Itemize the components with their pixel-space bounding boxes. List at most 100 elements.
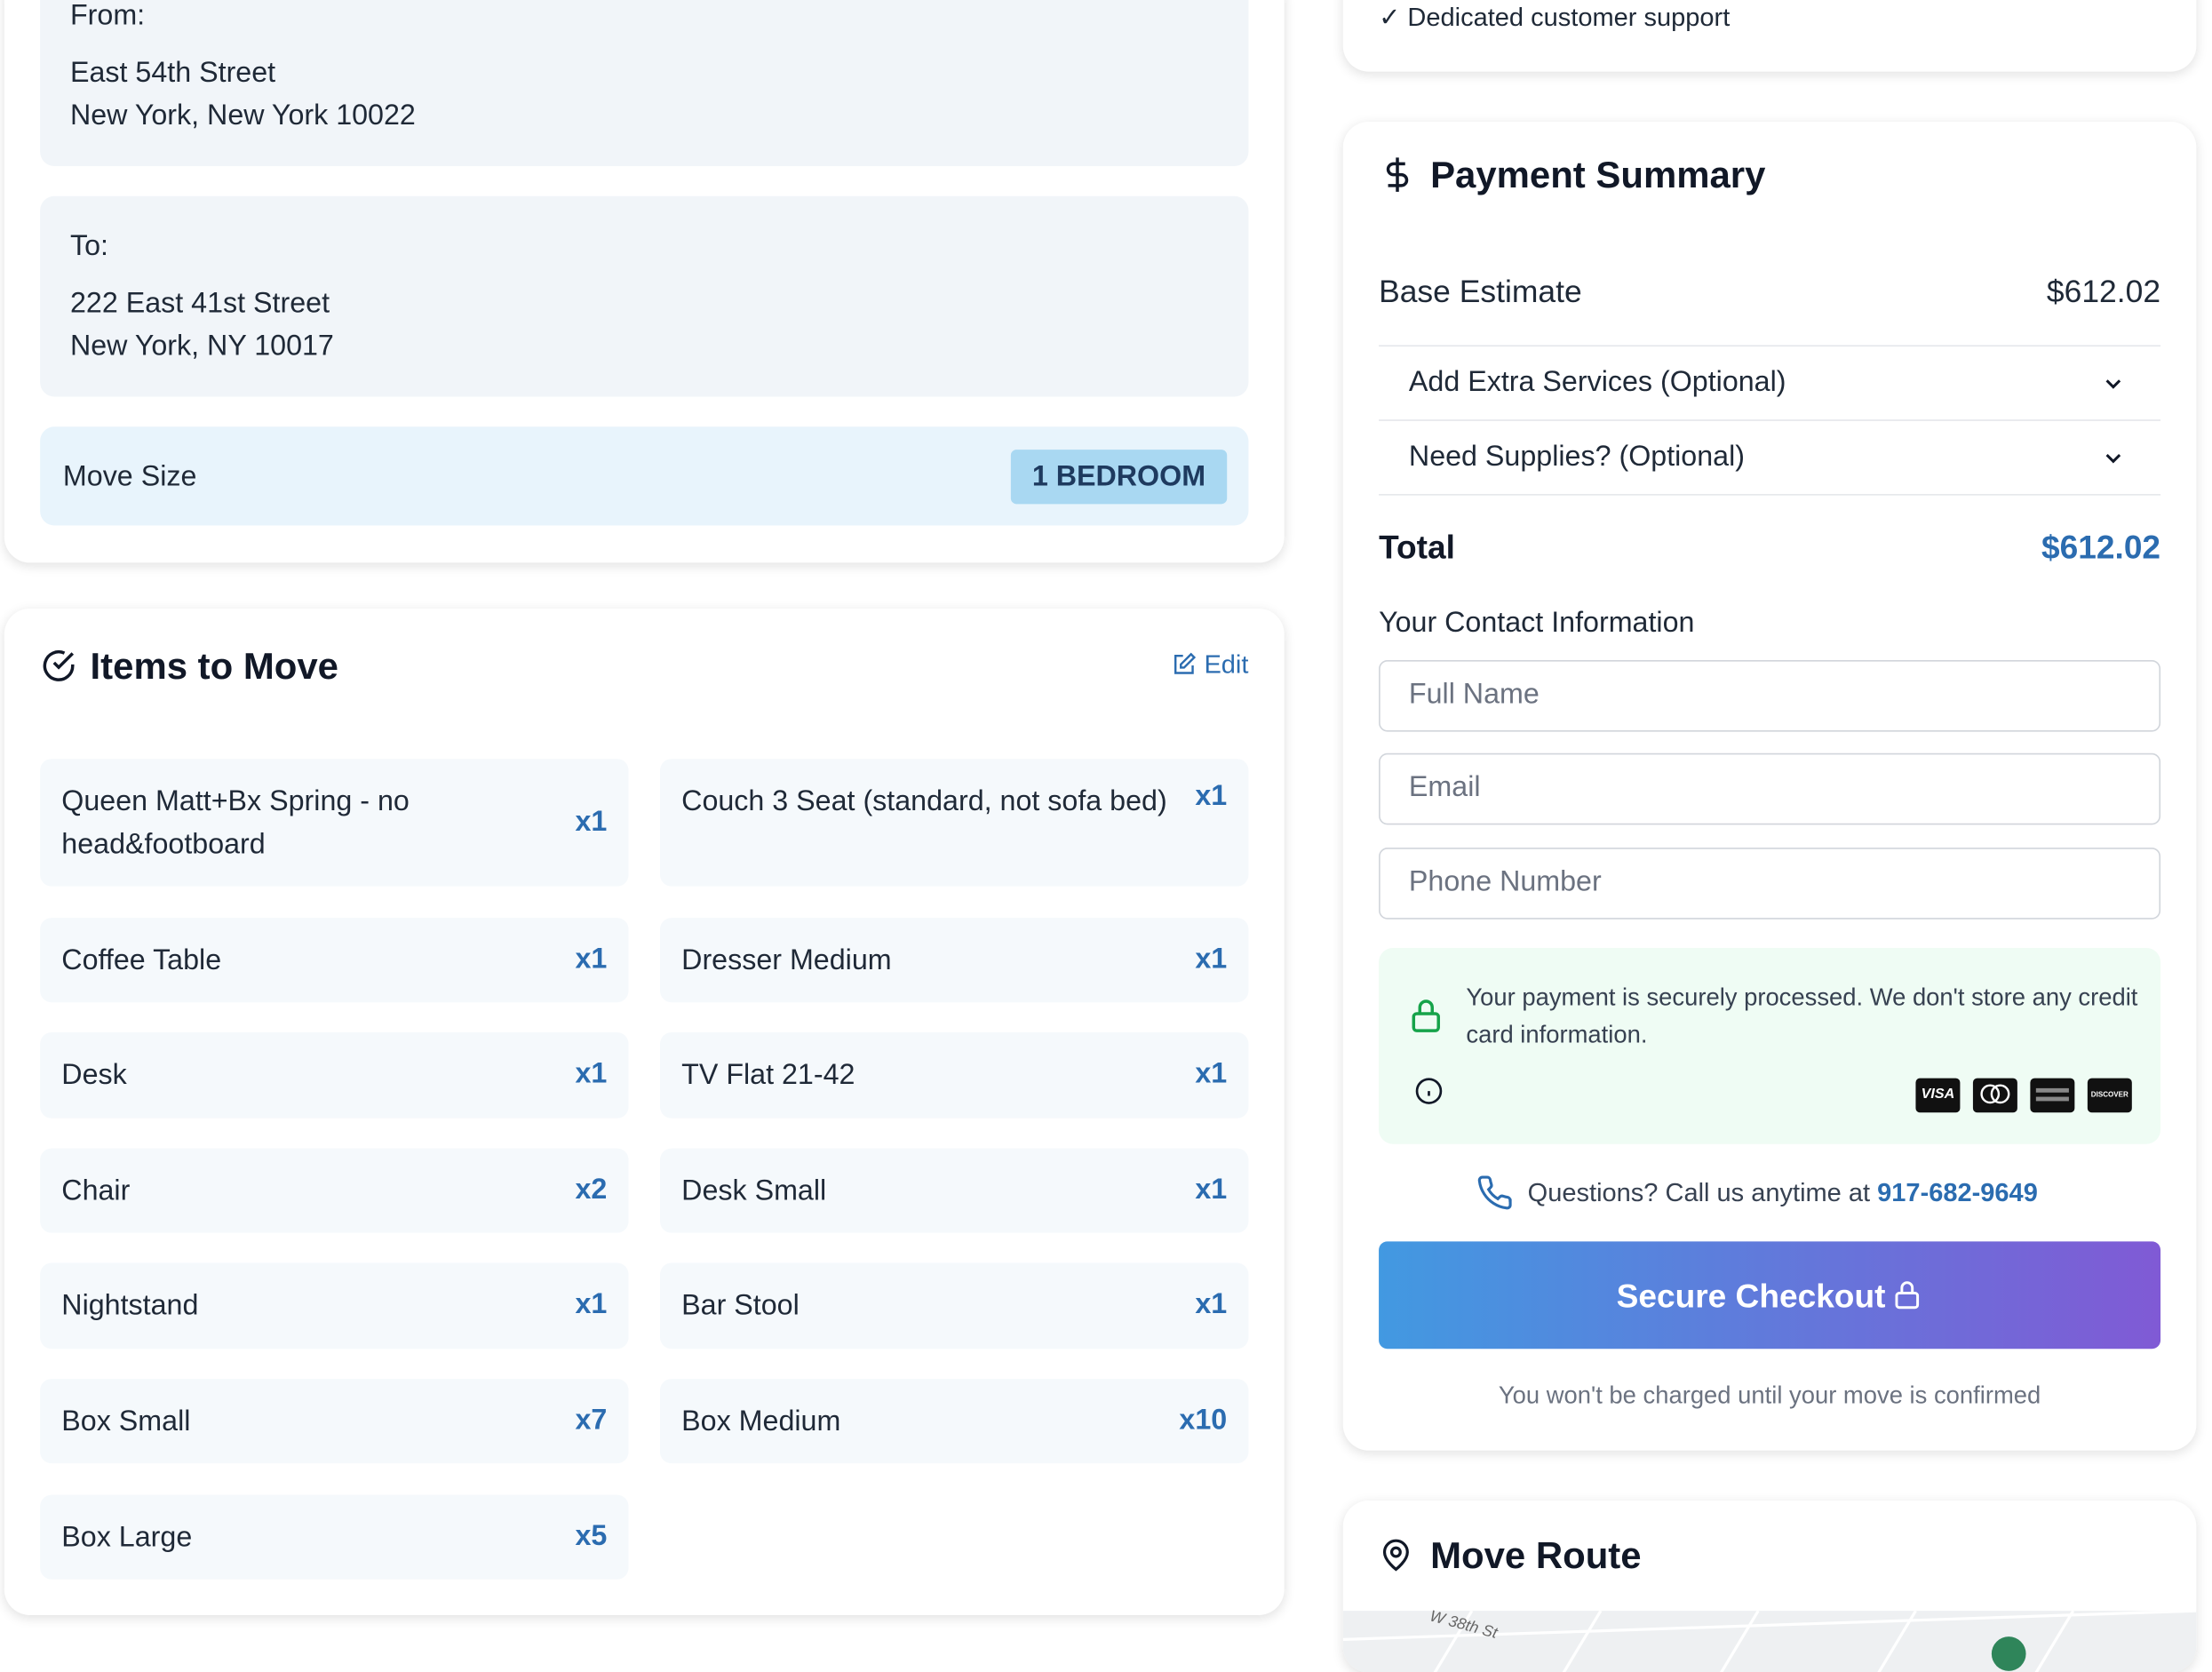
item-row: Bar Stool x1	[659, 1262, 1249, 1350]
item-name: Box Small	[61, 1405, 191, 1437]
questions-text: Questions? Call us anytime at	[1527, 1178, 1871, 1207]
card-logo: DISCOVER	[2087, 1078, 2132, 1113]
mastercard	[1980, 1084, 2010, 1104]
secure-note: Your payment is securely processed. We d…	[1466, 983, 2138, 1048]
pin-icon	[1382, 1539, 1409, 1572]
checkout-label: Secure Checkout	[1616, 1277, 1886, 1315]
divider	[1379, 345, 2161, 347]
features-card: ✓ Dedicated customer support	[1342, 0, 2197, 72]
total-label: Total	[1379, 528, 1455, 566]
chevron[interactable]	[2100, 370, 2126, 396]
item-name: Box Medium	[681, 1405, 841, 1437]
move-size-box: Move Size 1 BEDROOM	[40, 426, 1249, 526]
phone-icon	[1477, 1175, 1512, 1210]
item-name: Desk Small	[681, 1174, 827, 1206]
amex	[2035, 1087, 2069, 1102]
item-name: Dresser Medium	[681, 943, 892, 976]
item-name: Chair	[61, 1174, 131, 1206]
card-logo	[1972, 1078, 2017, 1113]
move-size-label: Move Size	[62, 460, 197, 493]
item-name: Box Large	[61, 1521, 193, 1553]
divider	[1379, 419, 2161, 421]
item-row: Chair x2	[40, 1148, 629, 1233]
item-qty: x1	[1195, 780, 1228, 812]
to-label: To:	[69, 230, 108, 262]
item-row: Dresser Medium x1	[659, 918, 1249, 1003]
edit-icon[interactable]	[1171, 651, 1197, 677]
item-row: Coffee Table x1	[40, 918, 629, 1003]
item-name: Nightstand	[61, 1290, 199, 1322]
base-value: $612.02	[2046, 273, 2161, 310]
item-row: Couch 3 Seat (standard, not sofa bed) x1	[659, 759, 1249, 887]
item-row: Box Medium x10	[659, 1379, 1249, 1464]
phone-link[interactable]: 917-682-9649	[1877, 1178, 2038, 1207]
placeholder: Phone Number	[1408, 866, 1602, 898]
card-logo: VISA	[1915, 1078, 1961, 1113]
item-name: Couch 3 Seat (standard, not sofa bed)	[681, 785, 1167, 818]
item-qty: x1	[1195, 1058, 1228, 1090]
item-row: Box Small x7	[40, 1379, 629, 1464]
info-icon	[1415, 1078, 1443, 1104]
item-qty: x1	[575, 943, 608, 975]
placeholder: Full Name	[1408, 678, 1540, 711]
total-value: $612.02	[2041, 528, 2161, 566]
item-row: Nightstand x1	[40, 1262, 629, 1350]
item-qty: x1	[575, 1058, 608, 1090]
item-qty: x10	[1179, 1404, 1228, 1436]
edit-link[interactable]: Edit	[1204, 649, 1249, 679]
route-title: Move Route	[1430, 1533, 1642, 1577]
item-name: Bar Stool	[681, 1290, 800, 1322]
from-label: From:	[69, 0, 146, 32]
chevron[interactable]	[2100, 445, 2126, 471]
extra-services[interactable]: Add Extra Services (Optional)	[1408, 366, 1786, 399]
phone-input[interactable]: Phone Number	[1379, 848, 2161, 920]
supplies[interactable]: Need Supplies? (Optional)	[1408, 441, 1746, 473]
item-name: TV Flat 21-42	[681, 1059, 855, 1092]
item-row: TV Flat 21-42 x1	[659, 1032, 1249, 1119]
item-qty: x2	[575, 1173, 608, 1206]
from-line: New York, New York 10022	[69, 100, 416, 132]
payment-title: Payment Summary	[1430, 153, 1766, 196]
lock-icon	[1412, 999, 1440, 1032]
to-line: 222 East 41st Street	[69, 287, 330, 320]
to-box: To: 222 East 41st Street New York, NY 10…	[40, 195, 1249, 397]
name-input[interactable]: Full Name	[1379, 659, 2161, 732]
divider	[1379, 494, 2161, 496]
email-input[interactable]: Email	[1379, 752, 2161, 825]
move-size-badge: 1 BEDROOM	[1010, 450, 1228, 505]
check-icon	[43, 649, 75, 681]
dollar-icon	[1386, 157, 1409, 192]
checkout-button[interactable]: Secure Checkout	[1379, 1241, 2161, 1350]
item-qty: x5	[575, 1519, 608, 1552]
feature: ✓ Dedicated customer support	[1379, 3, 1731, 32]
to-line: New York, NY 10017	[69, 330, 334, 362]
item-row: Box Large x5	[40, 1494, 629, 1580]
from-box: From: East 54th Street New York, New Yor…	[40, 0, 1249, 166]
item-qty: x1	[1195, 1288, 1228, 1320]
item-name: Desk	[61, 1059, 127, 1092]
item-qty: x1	[1195, 1173, 1228, 1206]
item-qty: x1	[575, 1288, 608, 1320]
placeholder: Email	[1408, 771, 1481, 804]
page: From: East 54th Street New York, New Yor…	[40, 0, 2197, 1672]
from-line: East 54th Street	[69, 57, 276, 89]
item-qty: x7	[575, 1404, 608, 1436]
item-name: Coffee Table	[61, 943, 222, 976]
map: W 38th St	[1342, 1608, 2197, 1672]
item-row: Queen Matt+Bx Spring - no head&footboard…	[40, 759, 629, 887]
contact-title: Your Contact Information	[1379, 607, 1695, 639]
card-logo	[2030, 1078, 2075, 1113]
item-name: Queen Matt+Bx Spring - no head&footboard	[61, 785, 410, 861]
lock-icon	[1895, 1281, 1920, 1310]
screen: From: East 54th Street New York, New Yor…	[40, 0, 2197, 1672]
items-title: Items to Move	[90, 644, 338, 688]
item-qty: x1	[1195, 943, 1228, 975]
base-label: Base Estimate	[1379, 273, 1582, 310]
security-box: Your payment is securely processed. We d…	[1379, 947, 2161, 1144]
charge-note: You won't be charged until your move is …	[1498, 1381, 2041, 1409]
route-card: Move Route W 38th St	[1342, 1501, 2197, 1672]
item-qty: x1	[575, 805, 608, 838]
questions: Questions? Call us anytime at 917-682-96…	[1528, 1178, 2038, 1208]
item-row: Desk Small x1	[659, 1148, 1249, 1233]
item-row: Desk x1	[40, 1032, 629, 1119]
